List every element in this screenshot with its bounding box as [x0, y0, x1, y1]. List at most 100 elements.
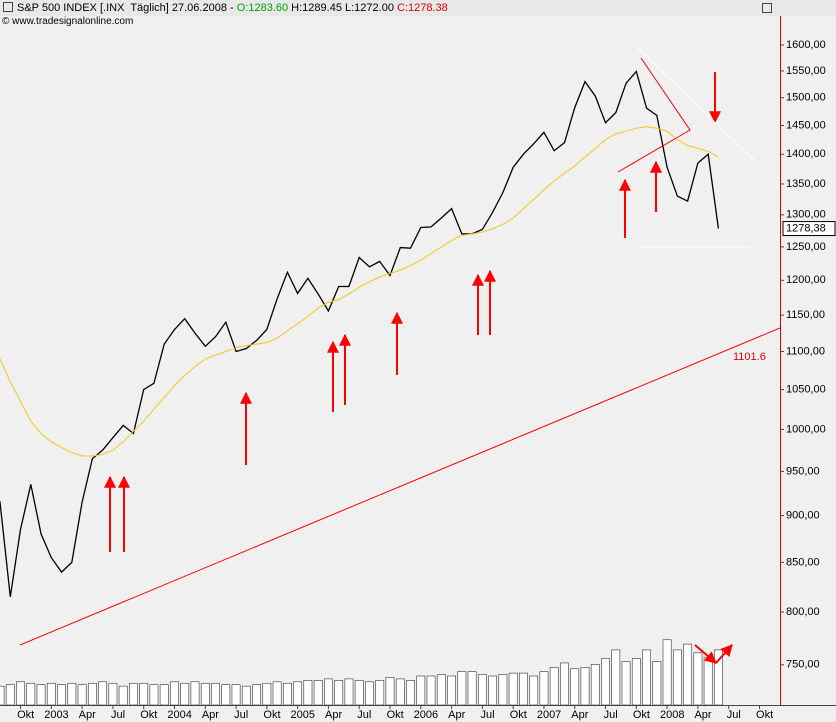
volume-bar — [642, 649, 651, 706]
volume-bar — [282, 682, 292, 706]
volume-bar — [344, 678, 354, 706]
arrow — [694, 644, 717, 664]
close-button[interactable] — [762, 3, 772, 13]
y-tick-label: 1450,00 — [786, 119, 826, 131]
volume-bar — [354, 680, 364, 706]
volume-bar — [293, 681, 303, 706]
arrow — [715, 644, 733, 664]
volume-bar — [170, 681, 179, 706]
y-tick-label: 800,00 — [786, 606, 820, 618]
volume-bar — [200, 682, 210, 706]
x-tick-label: 2005 — [291, 709, 315, 721]
volume-bar — [447, 675, 456, 706]
volume-bar — [149, 684, 159, 706]
volume-bar — [108, 682, 118, 706]
volume-bar — [498, 674, 508, 706]
volume-bar — [652, 661, 662, 706]
volume-bar — [477, 674, 487, 706]
x-tick-label: Jul — [357, 709, 371, 721]
volume-bar — [324, 678, 333, 706]
volume-bar — [67, 682, 77, 706]
x-tick-label: Jul — [234, 709, 248, 721]
volume-bar — [272, 681, 282, 706]
icon — [3, 2, 13, 12]
volume-bar — [580, 666, 590, 706]
y-tick-label: 1350,00 — [786, 178, 826, 190]
volume-bar — [313, 680, 323, 706]
header: S&P 500 INDEX [.INX Täglich] 27.06.2008 … — [0, 0, 836, 16]
volume-bar — [16, 681, 25, 706]
volume-bar — [241, 685, 251, 706]
volume-bar — [416, 675, 426, 706]
volume-bar — [406, 680, 415, 706]
x-tick-label: 2003 — [44, 709, 68, 721]
x-tick-label: Okt — [140, 709, 157, 721]
volume-bar — [77, 684, 87, 706]
volume-bar — [0, 685, 5, 706]
x-tick-label: 2007 — [537, 709, 561, 721]
x-tick-label: Okt — [756, 709, 773, 721]
x-tick-label: 2006 — [414, 709, 438, 721]
volume-bar — [252, 684, 261, 706]
y-tick-label: 1150,00 — [786, 309, 825, 321]
volume-bar — [621, 661, 631, 706]
volume-bar — [519, 672, 528, 706]
y-tick-label: 950,00 — [786, 465, 820, 477]
volume-bar — [560, 662, 569, 706]
open: O:1283.60 — [236, 2, 289, 14]
y-tick-label: 1100,00 — [786, 345, 825, 357]
volume-bar — [139, 682, 149, 706]
volume-bar — [703, 656, 713, 706]
x-tick-label: 2008 — [660, 709, 684, 721]
x-tick-label: Apr — [79, 709, 96, 721]
volume-bar — [436, 674, 446, 706]
y-tick-label: 1000,00 — [786, 423, 826, 435]
y-tick-label: 1550,00 — [786, 65, 826, 77]
volume-bar — [549, 666, 559, 706]
x-tick-label: Okt — [510, 709, 527, 721]
volume-bar — [539, 671, 549, 706]
volume-bar — [375, 680, 385, 706]
y-tick-label: 1200,00 — [786, 274, 826, 286]
annotations — [19, 57, 781, 664]
x-tick-label: Okt — [17, 709, 34, 721]
volume-bar — [385, 677, 395, 706]
last-price-box — [782, 221, 836, 237]
volume-bar — [334, 680, 344, 706]
volume-bar — [262, 682, 272, 706]
volume-bar — [221, 684, 231, 706]
volume-bar — [508, 672, 518, 706]
volume-bar — [365, 681, 374, 706]
x-tick-label: Jul — [727, 709, 741, 721]
volume-bar — [87, 682, 97, 706]
series-line — [0, 70, 720, 597]
copyright: © www.tradesignalonline.com — [2, 16, 134, 27]
resistance-line — [635, 45, 757, 163]
volume-bar — [467, 671, 477, 706]
volume-bar — [693, 652, 703, 706]
volume-bar — [211, 682, 220, 706]
triangle-line — [617, 57, 691, 173]
volume-bar — [714, 649, 723, 706]
y-tick-label: 900,00 — [786, 510, 820, 522]
y-tick-label: 1250,00 — [786, 241, 826, 253]
volume-bar — [118, 685, 128, 706]
volume-bar — [529, 675, 539, 706]
high: H:1289.45 — [291, 2, 342, 14]
volume-bar — [303, 680, 313, 706]
low: L:1272.00 — [345, 2, 394, 14]
volume-bar — [426, 675, 436, 706]
volume-bar — [57, 684, 66, 706]
trendline-label: 1101.6 — [733, 351, 766, 363]
x-tick-label: Apr — [694, 709, 711, 721]
volume-bar — [611, 649, 621, 706]
x-tick-label: 2004 — [167, 709, 191, 721]
support-line — [19, 327, 781, 646]
x-tick-label: Apr — [448, 709, 465, 721]
volume-bar — [46, 682, 56, 706]
volume-bar — [36, 684, 46, 706]
volume-bar — [457, 671, 467, 706]
x-tick-label: Okt — [387, 709, 404, 721]
volume-bar — [590, 664, 600, 706]
